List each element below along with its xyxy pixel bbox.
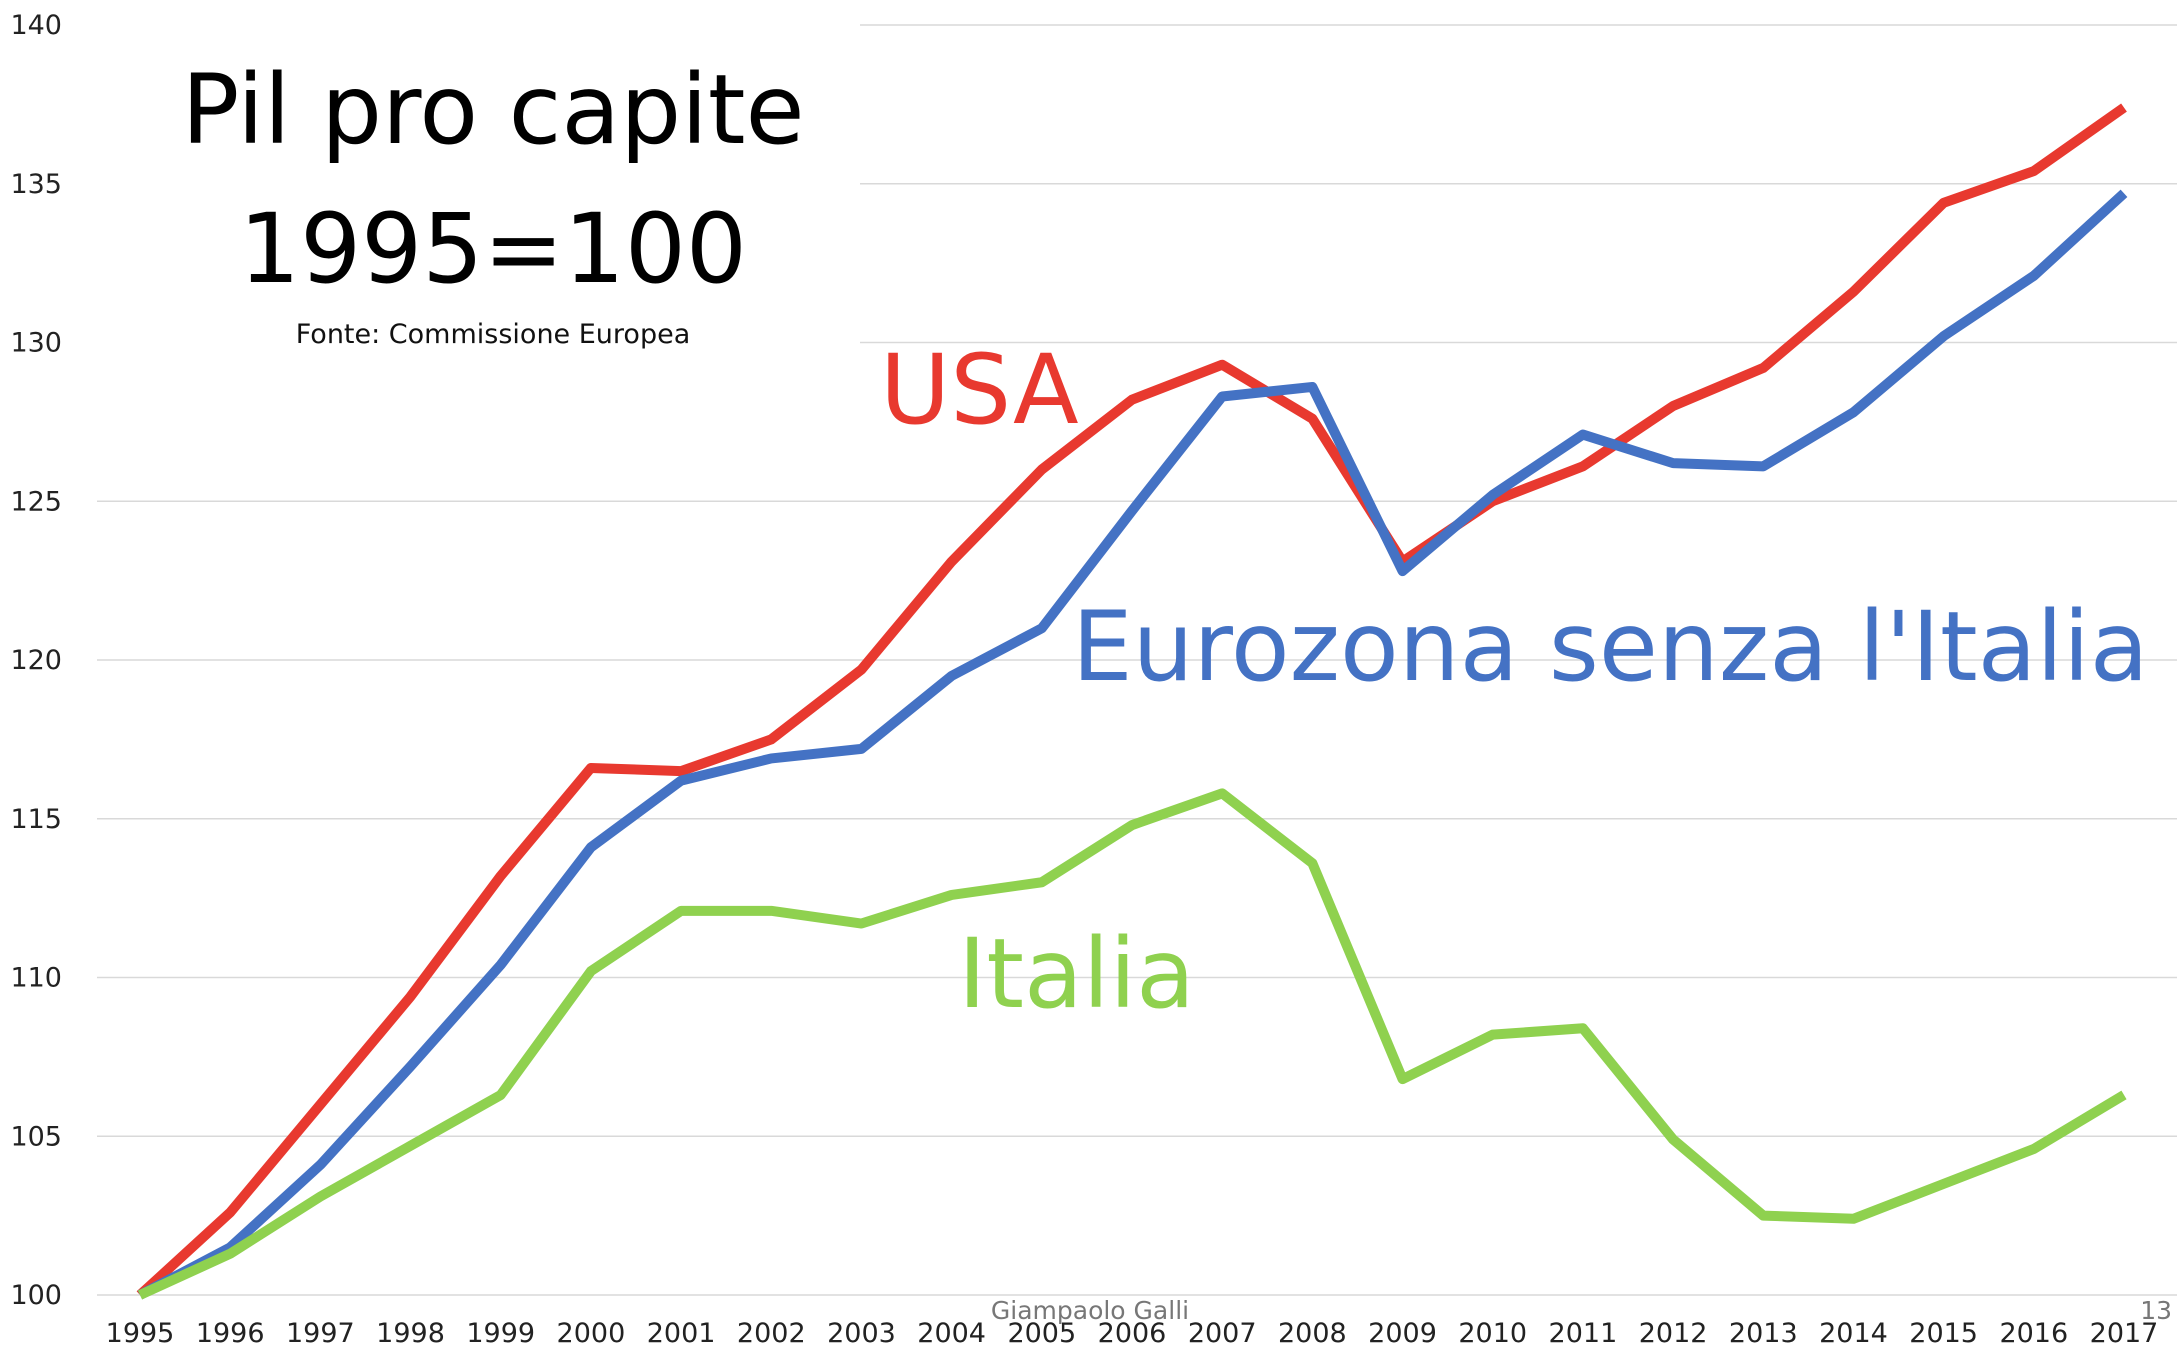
x-tick-label: 2000 [557, 1318, 626, 1349]
x-tick-label: 2011 [1549, 1318, 1618, 1349]
x-tick-label: 1998 [376, 1318, 445, 1349]
x-tick-label: 2004 [917, 1318, 986, 1349]
chart-title: Pil pro capite [181, 54, 804, 166]
x-tick-label: 2010 [1458, 1318, 1527, 1349]
x-tick-label: 2014 [1819, 1318, 1888, 1349]
x-tick-label: 2017 [2090, 1318, 2159, 1349]
x-tick-label: 2005 [1007, 1318, 1076, 1349]
x-tick-label: 2009 [1368, 1318, 1437, 1349]
series-line [136, 103, 2127, 1299]
x-tick-label: 2013 [1729, 1318, 1798, 1349]
title-box [55, 8, 860, 378]
x-tick-label: 2008 [1278, 1318, 1347, 1349]
y-tick-label: 130 [10, 328, 62, 359]
source-note: Fonte: Commissione Europea [296, 319, 691, 350]
series-line [137, 788, 2127, 1300]
x-tick-label: 1997 [286, 1318, 355, 1349]
x-tick-label: 2012 [1639, 1318, 1708, 1349]
y-tick-label: 120 [10, 645, 62, 676]
series-label: USA [880, 334, 1079, 446]
y-tick-label: 110 [10, 963, 62, 994]
y-tick-label: 140 [10, 10, 62, 41]
x-tick-label: 2001 [647, 1318, 716, 1349]
x-tick-label: 2002 [737, 1318, 806, 1349]
y-tick-label: 125 [10, 486, 62, 517]
x-tick-label: 1995 [106, 1318, 175, 1349]
y-tick-label: 115 [10, 804, 62, 835]
series-label: Italia [958, 918, 1195, 1030]
page-number: 13 [2140, 1296, 2172, 1325]
series-line [137, 189, 2128, 1300]
x-tick-label: 1999 [466, 1318, 535, 1349]
x-tick-label: 2016 [1999, 1318, 2068, 1349]
y-tick-label: 100 [10, 1280, 62, 1311]
y-tick-label: 135 [10, 169, 62, 200]
x-tick-label: 2015 [1909, 1318, 1978, 1349]
footer: Giampaolo Galli [991, 1296, 1189, 1325]
x-tick-label: 2006 [1098, 1318, 1167, 1349]
chart-subtitle: 1995=100 [239, 193, 747, 305]
x-tick-label: 1996 [196, 1318, 265, 1349]
x-tick-label: 2003 [827, 1318, 896, 1349]
series-label: Eurozona senza l'Italia [1072, 591, 2149, 703]
x-tick-label: 2007 [1188, 1318, 1257, 1349]
y-tick-label: 105 [10, 1121, 62, 1152]
